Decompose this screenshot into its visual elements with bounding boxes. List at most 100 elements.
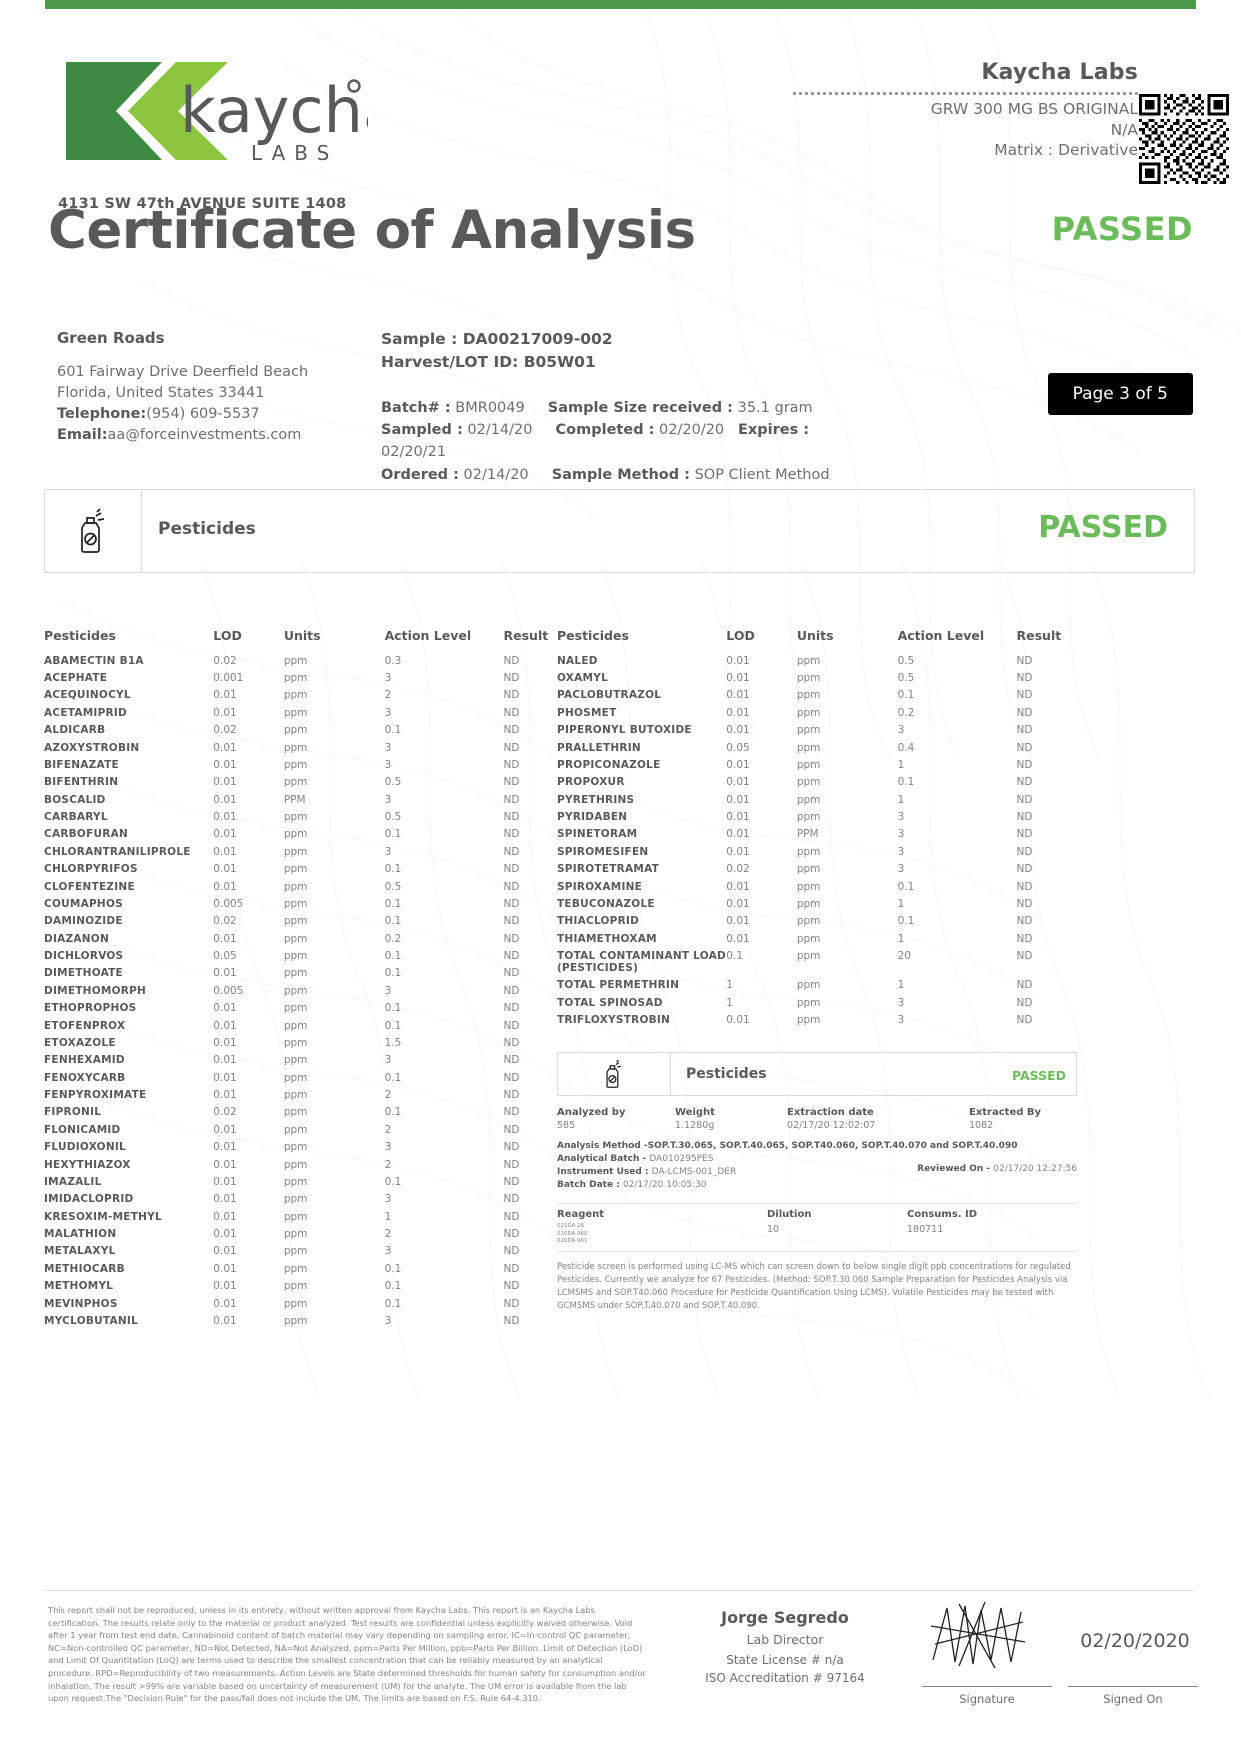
analyte-name: TRIFLOXYSTROBIN: [557, 1014, 671, 1027]
result-value: ND: [503, 932, 520, 945]
action-level-value: 3: [384, 984, 392, 997]
extracted-by-value: 1082: [969, 1120, 994, 1131]
units-value: ppm: [283, 1193, 308, 1206]
reagent-col: Reagent 022DA.26 020DA.960 020DA.961: [557, 1209, 767, 1245]
pesticide-spray-icon-cell: [45, 490, 142, 572]
result-value: ND: [503, 1245, 520, 1258]
th-pesticides: Pesticides: [557, 628, 629, 643]
product-sub: N/A: [1110, 120, 1138, 139]
table-row: DIMETHOMORPH 0.005 ppm 3 ND: [44, 982, 564, 999]
pesticide-method-note: Pesticide screen is performed using LC-M…: [557, 1262, 1071, 1311]
dilution-col: Dilution 10: [767, 1209, 907, 1245]
result-value: ND: [1016, 654, 1033, 667]
analyte-name: ABAMECTIN B1A: [44, 654, 144, 667]
analyte-name: IMIDACLOPRID: [44, 1193, 134, 1206]
analyte-name: THIACLOPRID: [557, 915, 640, 928]
result-value: ND: [1016, 741, 1033, 754]
weight-label: Weight: [675, 1107, 715, 1118]
table-row: AZOXYSTROBIN 0.01 ppm 3 ND: [44, 739, 564, 756]
action-level-value: 2: [384, 689, 392, 702]
result-value: ND: [503, 1123, 520, 1136]
left-rows-body: ABAMECTIN B1A 0.02 ppm 0.3 ND ACEPHATE 0.001 pp…: [44, 652, 564, 1330]
lod-value: 0.01: [213, 1036, 237, 1049]
result-value: ND: [503, 1314, 520, 1327]
table-row: DIMETHOATE 0.01 ppm 0.1 ND: [44, 965, 564, 982]
action-level-value: 0.5: [384, 776, 402, 789]
action-level-value: 2: [384, 1158, 392, 1171]
sample-size-label: Sample Size received :: [547, 399, 733, 416]
units-value: ppm: [283, 1158, 308, 1171]
result-value: ND: [503, 1019, 520, 1032]
email-label: Email:: [57, 426, 108, 443]
units-value: ppm: [283, 1297, 308, 1310]
result-value: ND: [503, 776, 520, 789]
lod-value: 0.1: [726, 950, 743, 963]
units-value: ppm: [796, 863, 821, 876]
units-value: ppm: [283, 689, 308, 702]
action-level-value: 0.1: [384, 1002, 402, 1015]
analyte-name: DAMINOZIDE: [44, 915, 123, 928]
analyte-name: COUMAPHOS: [44, 897, 123, 910]
lod-value: 0.01: [213, 689, 237, 702]
extracted-by-label: Extracted By: [969, 1107, 1042, 1118]
lod-value: 0.01: [213, 1210, 237, 1223]
product-name: GRW 300 MG BS ORIGINAL: [930, 100, 1138, 118]
table-row: PYRETHRINS 0.01 ppm 1 ND: [557, 791, 1077, 808]
units-value: ppm: [283, 1019, 308, 1032]
analyzed-by-value: 585: [557, 1120, 576, 1131]
units-value: ppm: [283, 1228, 308, 1241]
table-row: CHLORANTRANILIPROLE 0.01 ppm 3 ND: [44, 843, 564, 860]
table-row: THIAMETHOXAM 0.01 ppm 1 ND: [557, 930, 1077, 947]
action-level-value: 0.1: [384, 1019, 402, 1032]
action-level-value: 0.1: [384, 1071, 402, 1084]
action-level-value: 3: [384, 793, 392, 806]
analyte-name: BOSCALID: [44, 793, 106, 806]
units-value: ppm: [796, 996, 821, 1009]
top-green-bar: [45, 0, 1196, 9]
units-value: ppm: [796, 706, 821, 719]
table-row: ETOFENPROX 0.01 ppm 0.1 ND: [44, 1017, 564, 1034]
action-level-value: 0.1: [384, 1175, 402, 1188]
analysis-card-result: PASSED: [1011, 1068, 1066, 1083]
table-row: SPIROXAMINE 0.01 ppm 0.1 ND: [557, 878, 1077, 895]
result-value: ND: [503, 689, 520, 702]
table-row: ACEQUINOCYL 0.01 ppm 2 ND: [44, 687, 564, 704]
result-value: ND: [1016, 863, 1033, 876]
lod-value: 0.01: [726, 828, 750, 841]
weight-col: Weight 1.1280g: [675, 1107, 787, 1131]
units-value: ppm: [283, 984, 308, 997]
th-result: Result: [503, 628, 549, 643]
sampled-value: 02/14/20: [467, 421, 533, 438]
lod-value: 0.02: [213, 1106, 237, 1119]
client-name: Green Roads: [57, 329, 165, 347]
result-value: ND: [503, 967, 520, 980]
harvest-id: B05W01: [523, 353, 596, 372]
result-value: ND: [503, 1089, 520, 1102]
instrument-line: Instrument Used : DA-LCMS-001_DER: [557, 1166, 1077, 1179]
action-level-value: 3: [897, 845, 905, 858]
sampled-label: Sampled :: [381, 421, 463, 438]
action-level-value: 1: [897, 793, 905, 806]
result-value: ND: [1016, 845, 1033, 858]
table-row: IMAZALIL 0.01 ppm 0.1 ND: [44, 1173, 564, 1190]
units-value: ppm: [283, 1071, 308, 1084]
table-row: TOTAL PERMETHRIN 1 ppm 1 ND: [557, 977, 1077, 994]
lod-value: 0.01: [213, 1071, 237, 1084]
sample-size-value: 35.1 gram: [737, 399, 813, 416]
client-info: Green Roads 601 Fairway Drive Deerfield …: [57, 328, 377, 446]
units-value: ppm: [283, 758, 308, 771]
action-level-value: 3: [897, 811, 905, 824]
table-row: TOTAL SPINOSAD 1 ppm 3 ND: [557, 994, 1077, 1011]
lod-value: 0.01: [213, 1245, 237, 1258]
units-value: ppm: [283, 1123, 308, 1136]
units-value: ppm: [283, 1141, 308, 1154]
analyte-name: METHIOCARB: [44, 1262, 125, 1275]
pesticide-spray-icon: [606, 1059, 622, 1088]
analyte-name: PRALLETHRIN: [557, 741, 641, 754]
action-level-value: 2: [384, 1228, 392, 1241]
analyte-name: MYCLOBUTANIL: [44, 1314, 139, 1327]
action-level-value: 0.5: [897, 654, 915, 667]
lod-value: 0.01: [726, 1014, 750, 1027]
result-value: ND: [1016, 950, 1033, 963]
lod-value: 0.01: [213, 1002, 237, 1015]
